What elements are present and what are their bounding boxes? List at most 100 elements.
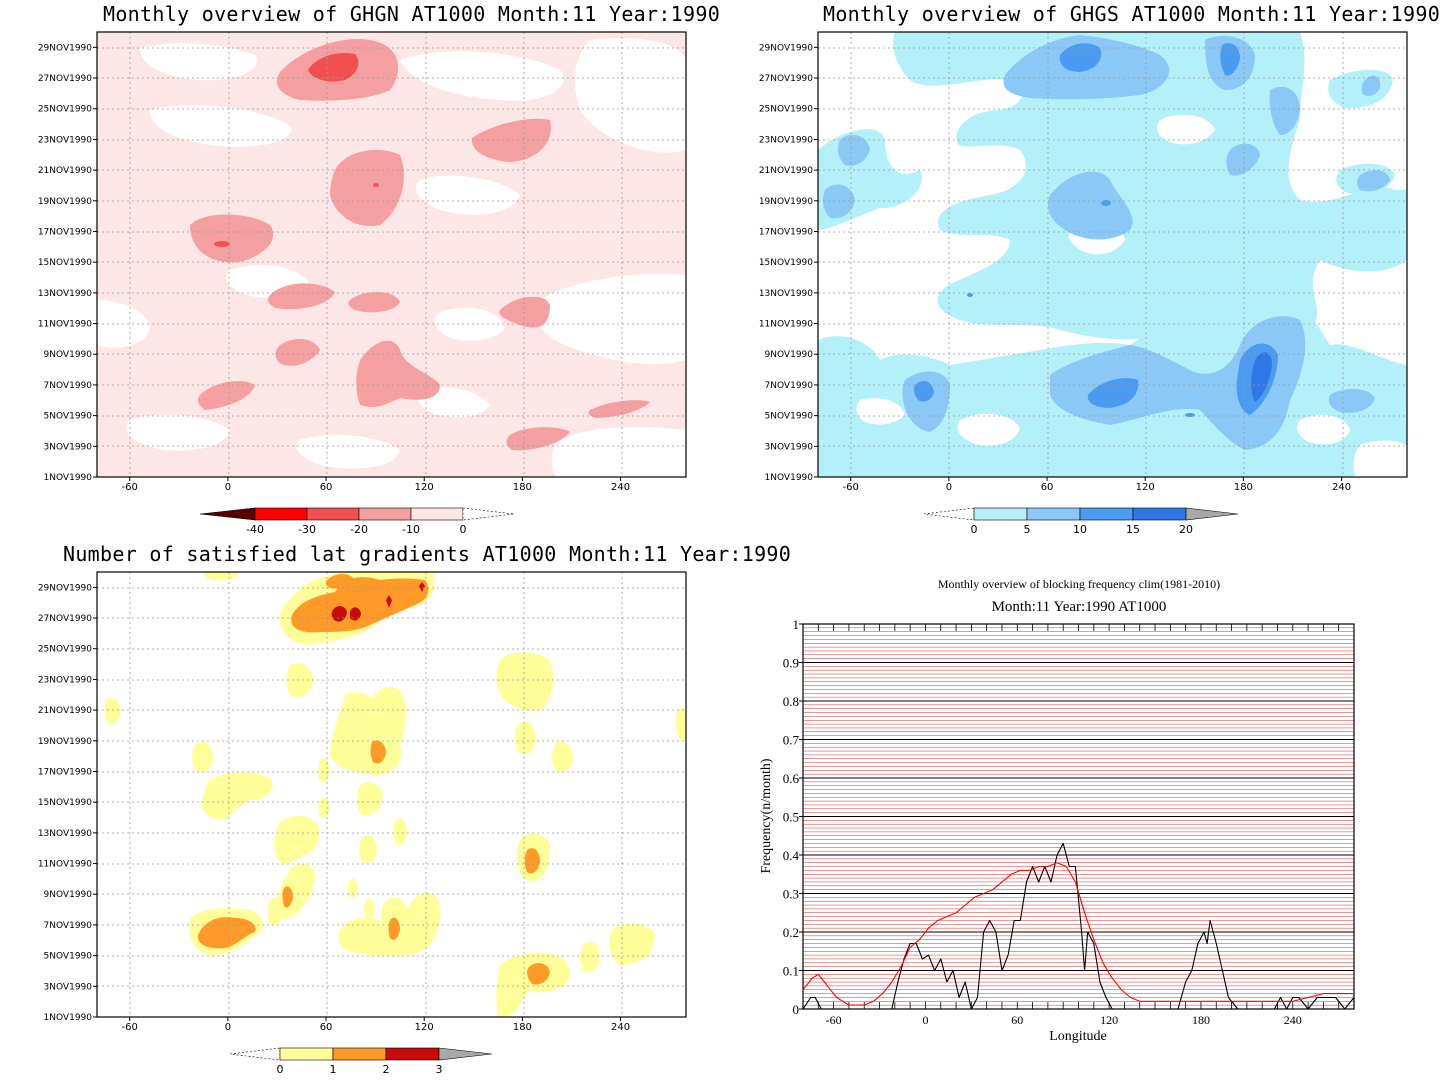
y-tick-label: 1NOV1990 xyxy=(44,1013,93,1023)
blocking-xlabel: Longitude xyxy=(1049,1029,1107,1044)
y-tick-label: 29NOV1990 xyxy=(38,43,92,53)
blocking-subtitle: Month:11 Year:1990 AT1000 xyxy=(992,599,1167,615)
ghgn-plot-frame xyxy=(96,31,687,478)
y-tick-label: 0.2 xyxy=(783,925,799,940)
y-tick-label: 23NOV1990 xyxy=(759,135,813,145)
ghgs-colorbar-tick: 10 xyxy=(1073,523,1087,536)
ghgn-panel: 1NOV1990 3NOV1990 5NOV1990 7NOV1990 9NOV1990… xyxy=(38,31,687,493)
blocking-panel: Monthly overview of blocking frequency c… xyxy=(759,577,1355,1044)
y-tick-label: 0.3 xyxy=(783,887,799,902)
y-tick-label: 21NOV1990 xyxy=(38,706,92,716)
y-tick-label: 3NOV1990 xyxy=(44,982,93,992)
y-tick-label: 0.6 xyxy=(783,771,800,786)
y-tick-label: 21NOV1990 xyxy=(38,166,92,176)
gradients-colorbar-tick: 1 xyxy=(330,1063,337,1076)
x-tick-label: 240 xyxy=(1332,482,1351,493)
x-tick-label: 60 xyxy=(1011,1013,1023,1027)
gradients-plot-frame xyxy=(96,571,687,1018)
y-tick-label: 19NOV1990 xyxy=(38,197,92,207)
y-tick-label: 7NOV1990 xyxy=(765,381,814,391)
x-tick-label: -60 xyxy=(843,482,859,493)
x-tick-label: 120 xyxy=(1100,1013,1118,1027)
y-tick-label: 17NOV1990 xyxy=(38,227,92,237)
y-tick-label: 7NOV1990 xyxy=(44,921,93,931)
blocking-y-axis: 0 0.1 0.2 0.3 0.4 0.5 0.6 0.7 0.8 0.9 1 xyxy=(783,617,803,1017)
gradients-panel: 1NOV1990 3NOV1990 5NOV1990 7NOV1990 9NOV1990… xyxy=(38,571,687,1033)
y-tick-label: 5NOV1990 xyxy=(44,412,93,422)
ghgs-gridlines xyxy=(818,32,1407,477)
x-tick-label: 180 xyxy=(1192,1013,1210,1027)
ghgs-colorbar: 0 5 10 15 20 xyxy=(923,507,1239,536)
y-tick-label: 11NOV1990 xyxy=(759,320,813,330)
ghgn-white-regions xyxy=(97,38,686,477)
y-tick-label: 27NOV1990 xyxy=(759,74,813,84)
ghgs-level-15 xyxy=(1251,352,1272,402)
x-tick-label: 180 xyxy=(513,1022,532,1033)
y-tick-label: 0.9 xyxy=(783,656,799,671)
ghgn-level-10 xyxy=(190,39,650,451)
gradients-colorbar-extend-high xyxy=(438,1047,493,1061)
ghgs-colorbar-tick: 20 xyxy=(1179,523,1193,536)
y-tick-label: 13NOV1990 xyxy=(759,289,813,299)
ghgs-title: Monthly overview of GHGS AT1000 Month:11… xyxy=(823,2,1440,26)
x-tick-label: 240 xyxy=(611,1022,630,1033)
x-tick-label: 180 xyxy=(513,482,532,493)
y-tick-label: 23NOV1990 xyxy=(38,675,92,685)
y-tick-label: 0 xyxy=(793,1002,800,1017)
ghgs-colorbar-swatch xyxy=(1132,507,1187,521)
ghgs-colorbar-extend-low xyxy=(923,507,975,521)
blocking-major-grid xyxy=(803,662,1354,971)
gradients-colorbar-extend-low xyxy=(229,1047,281,1061)
gradients-colorbar-swatch xyxy=(332,1047,387,1061)
ghgn-colorbar-swatch xyxy=(254,507,308,521)
y-tick-label: 27NOV1990 xyxy=(38,614,92,624)
ghgn-colorbar-extend-high xyxy=(462,507,515,521)
x-tick-label: 60 xyxy=(320,482,333,493)
x-tick-label: 180 xyxy=(1234,482,1253,493)
gradients-title: Number of satisfied lat gradients AT1000… xyxy=(63,542,792,566)
ghgs-colorbar-extend-high xyxy=(1185,507,1239,521)
ghgn-colorbar-swatch xyxy=(306,507,360,521)
y-tick-label: 0.5 xyxy=(783,810,799,825)
blocking-minor-grid xyxy=(803,627,1354,1006)
y-tick-label: 15NOV1990 xyxy=(38,798,92,808)
x-tick-label: 120 xyxy=(415,482,434,493)
y-tick-label: 0.4 xyxy=(783,848,800,863)
y-tick-label: 9NOV1990 xyxy=(765,350,814,360)
x-tick-label: 0 xyxy=(225,482,231,493)
x-tick-label: 0 xyxy=(946,482,952,493)
ghgn-colorbar-extend-low xyxy=(199,507,256,521)
y-tick-label: 17NOV1990 xyxy=(38,767,92,777)
ghgs-panel: 1NOV1990 3NOV1990 5NOV1990 7NOV1990 9NOV1990… xyxy=(759,31,1408,493)
ghgn-colorbar-swatch xyxy=(410,507,464,521)
ghgn-title: Monthly overview of GHGN AT1000 Month:11… xyxy=(103,2,721,26)
ghgn-colorbar: -40 -30 -20 -10 0 xyxy=(199,507,515,536)
x-tick-label: 60 xyxy=(1041,482,1054,493)
ghgs-colorbar-tick: 15 xyxy=(1126,523,1140,536)
y-tick-label: 11NOV1990 xyxy=(38,860,92,870)
x-tick-label: 120 xyxy=(1136,482,1155,493)
gradients-colorbar-swatch xyxy=(385,1047,440,1061)
blocking-x-axis: -60 0 60 120 180 240 xyxy=(826,1013,1302,1027)
x-tick-label: 240 xyxy=(1284,1013,1302,1027)
y-tick-label: 15NOV1990 xyxy=(38,258,92,268)
gradients-colorbar-tick: 0 xyxy=(277,1063,284,1076)
y-tick-label: 3NOV1990 xyxy=(44,442,93,452)
y-tick-label: 17NOV1990 xyxy=(759,227,813,237)
gradients-colorbar-tick: 3 xyxy=(436,1063,443,1076)
ghgn-colorbar-tick: -10 xyxy=(402,523,420,536)
x-tick-label: 0 xyxy=(225,1022,231,1033)
y-tick-label: 29NOV1990 xyxy=(759,43,813,53)
ghgs-white-gaps xyxy=(856,114,1407,477)
ghgn-level-20 xyxy=(214,52,379,247)
gradients-colorbar: 0 1 2 3 xyxy=(229,1047,493,1076)
y-tick-label: 13NOV1990 xyxy=(38,289,92,299)
y-tick-label: 25NOV1990 xyxy=(38,105,92,115)
y-tick-label: 3NOV1990 xyxy=(765,442,814,452)
y-tick-label: 1 xyxy=(793,617,800,632)
y-tick-label: 0.7 xyxy=(783,733,800,748)
y-tick-label: 9NOV1990 xyxy=(44,890,93,900)
y-tick-label: 23NOV1990 xyxy=(38,135,92,145)
y-tick-label: 19NOV1990 xyxy=(38,737,92,747)
